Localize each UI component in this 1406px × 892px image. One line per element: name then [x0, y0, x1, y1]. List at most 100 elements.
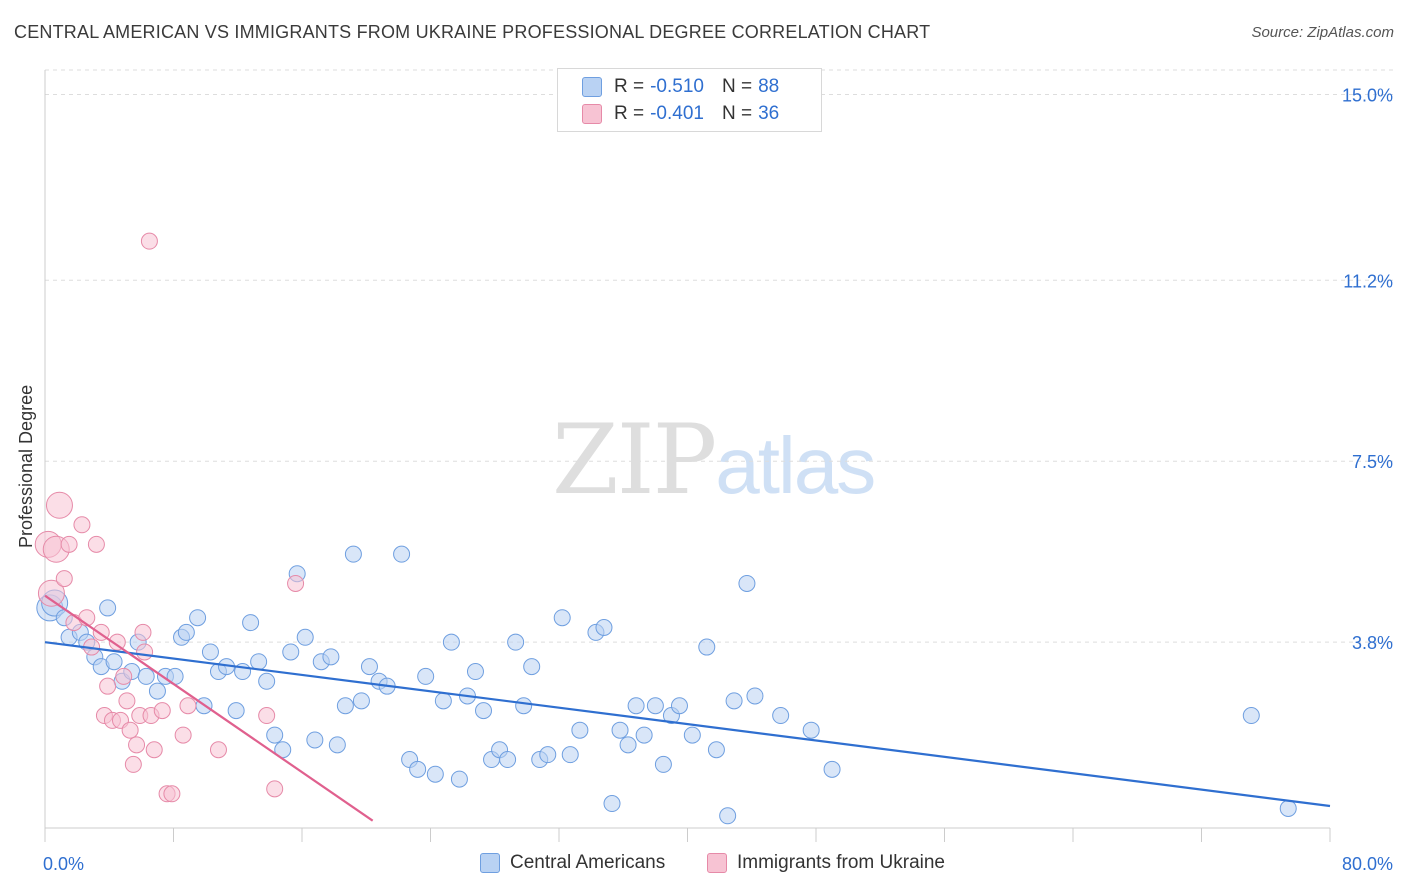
legend-row-central-americans: R = -0.510 N = 88 [582, 75, 779, 99]
watermark-atlas: atlas [715, 421, 876, 510]
y-tick-label: 3.8% [1352, 633, 1393, 653]
central-americans-point [635, 726, 653, 744]
ukraine-point [124, 755, 142, 773]
central-americans-point [466, 663, 484, 681]
central-americans-point [148, 682, 166, 700]
central-americans-point [683, 726, 701, 744]
ukraine-point [60, 535, 78, 553]
central-americans-point [553, 609, 571, 627]
central-americans-point [646, 697, 664, 715]
legend-r-value: -0.510 [650, 76, 704, 97]
bottom-legend-label: Central Americans [510, 852, 666, 873]
central-americans-point [595, 618, 613, 636]
central-americans-point [296, 628, 314, 646]
central-americans-point [475, 702, 493, 720]
x-tick-label: 80.0% [1342, 854, 1393, 874]
central-americans-point [328, 736, 346, 754]
central-americans-point [442, 633, 460, 651]
legend-n-value: 36 [758, 103, 780, 124]
ukraine-point [73, 516, 91, 534]
ukraine-point [140, 232, 158, 250]
central-americans-point [177, 623, 195, 641]
central-americans-point [426, 765, 444, 783]
central-americans-point [507, 633, 525, 651]
legend-row-ukraine: R = -0.401 N = 36 [582, 102, 779, 126]
central-americans-point [802, 721, 820, 739]
bottom-legend-ukraine: Immigrants from Ukraine [707, 852, 945, 874]
bottom-legend-swatch-pink [707, 853, 727, 873]
central-americans-point [322, 648, 340, 666]
legend: R = -0.510 N = 88 R = -0.401 N = 36 [557, 68, 822, 132]
ukraine-point [287, 574, 305, 592]
y-tick-label: 15.0% [1342, 85, 1393, 105]
ukraine-trend-line [44, 594, 374, 822]
central-americans-point [561, 746, 579, 764]
central-americans-point [823, 760, 841, 778]
central-americans-point [409, 760, 427, 778]
central-americans-point [360, 658, 378, 676]
central-americans-point [725, 692, 743, 710]
y-tick-label: 11.2% [1343, 271, 1393, 291]
y-axis-label: Professional Degree [16, 384, 36, 548]
ukraine-point [55, 570, 73, 588]
central-americans-point [282, 643, 300, 661]
ukraine-point [87, 535, 105, 553]
central-americans-point [746, 687, 764, 705]
central-americans-point [603, 795, 621, 813]
central-americans-point [1279, 799, 1297, 817]
central-americans-point [523, 658, 541, 676]
legend-n-label: N = [721, 76, 753, 97]
x-tick-label: 0.0% [43, 854, 84, 874]
ukraine-point [209, 741, 227, 759]
ukraine-point [128, 736, 146, 754]
watermark: ZIPatlas [552, 404, 876, 516]
ukraine-point [45, 491, 73, 519]
bottom-legend: Central Americans Immigrants from Ukrain… [0, 852, 1406, 878]
central-americans-point [352, 692, 370, 710]
central-americans-point [654, 755, 672, 773]
bottom-legend-central-americans: Central Americans [480, 852, 665, 874]
ukraine-point [179, 697, 197, 715]
central-americans-point [707, 741, 725, 759]
legend-r-label: R = [614, 76, 645, 97]
y-tick-label: 7.5% [1352, 452, 1393, 472]
watermark-zip: ZIP [552, 404, 717, 516]
central-americans-point [698, 638, 716, 656]
ukraine-point [99, 677, 117, 695]
central-americans-point [189, 609, 207, 627]
ukraine-point [134, 623, 152, 641]
central-americans-point [417, 667, 435, 685]
central-americans-point [258, 672, 276, 690]
central-americans-point [619, 736, 637, 754]
central-americans-point [105, 653, 123, 671]
legend-r-value: -0.401 [650, 103, 704, 124]
central-americans-point [201, 643, 219, 661]
central-americans-point [434, 692, 452, 710]
central-americans-point [1242, 707, 1260, 725]
ukraine-point [118, 692, 136, 710]
central-americans-point [738, 574, 756, 592]
legend-r-label: R = [614, 103, 645, 124]
ukraine-point [136, 643, 154, 661]
ukraine-point [258, 707, 276, 725]
central-americans-point [266, 726, 284, 744]
ukraine-point [145, 741, 163, 759]
central-americans-point [393, 545, 411, 563]
central-americans-point [306, 731, 324, 749]
central-americans-point [515, 697, 533, 715]
ukraine-point [174, 726, 192, 744]
central-americans-point [99, 599, 117, 617]
ukraine-point [115, 667, 133, 685]
legend-n-value: 88 [758, 76, 780, 97]
central-americans-point [772, 707, 790, 725]
central-americans-point [227, 702, 245, 720]
central-americans-point [719, 807, 737, 825]
central-americans-point [571, 721, 589, 739]
central-americans-point [499, 751, 517, 769]
central-americans-point [250, 653, 268, 671]
legend-n-label: N = [721, 103, 753, 124]
legend-swatch-blue [582, 77, 602, 97]
bottom-legend-label: Immigrants from Ukraine [737, 852, 945, 873]
legend-swatch-pink [582, 104, 602, 124]
